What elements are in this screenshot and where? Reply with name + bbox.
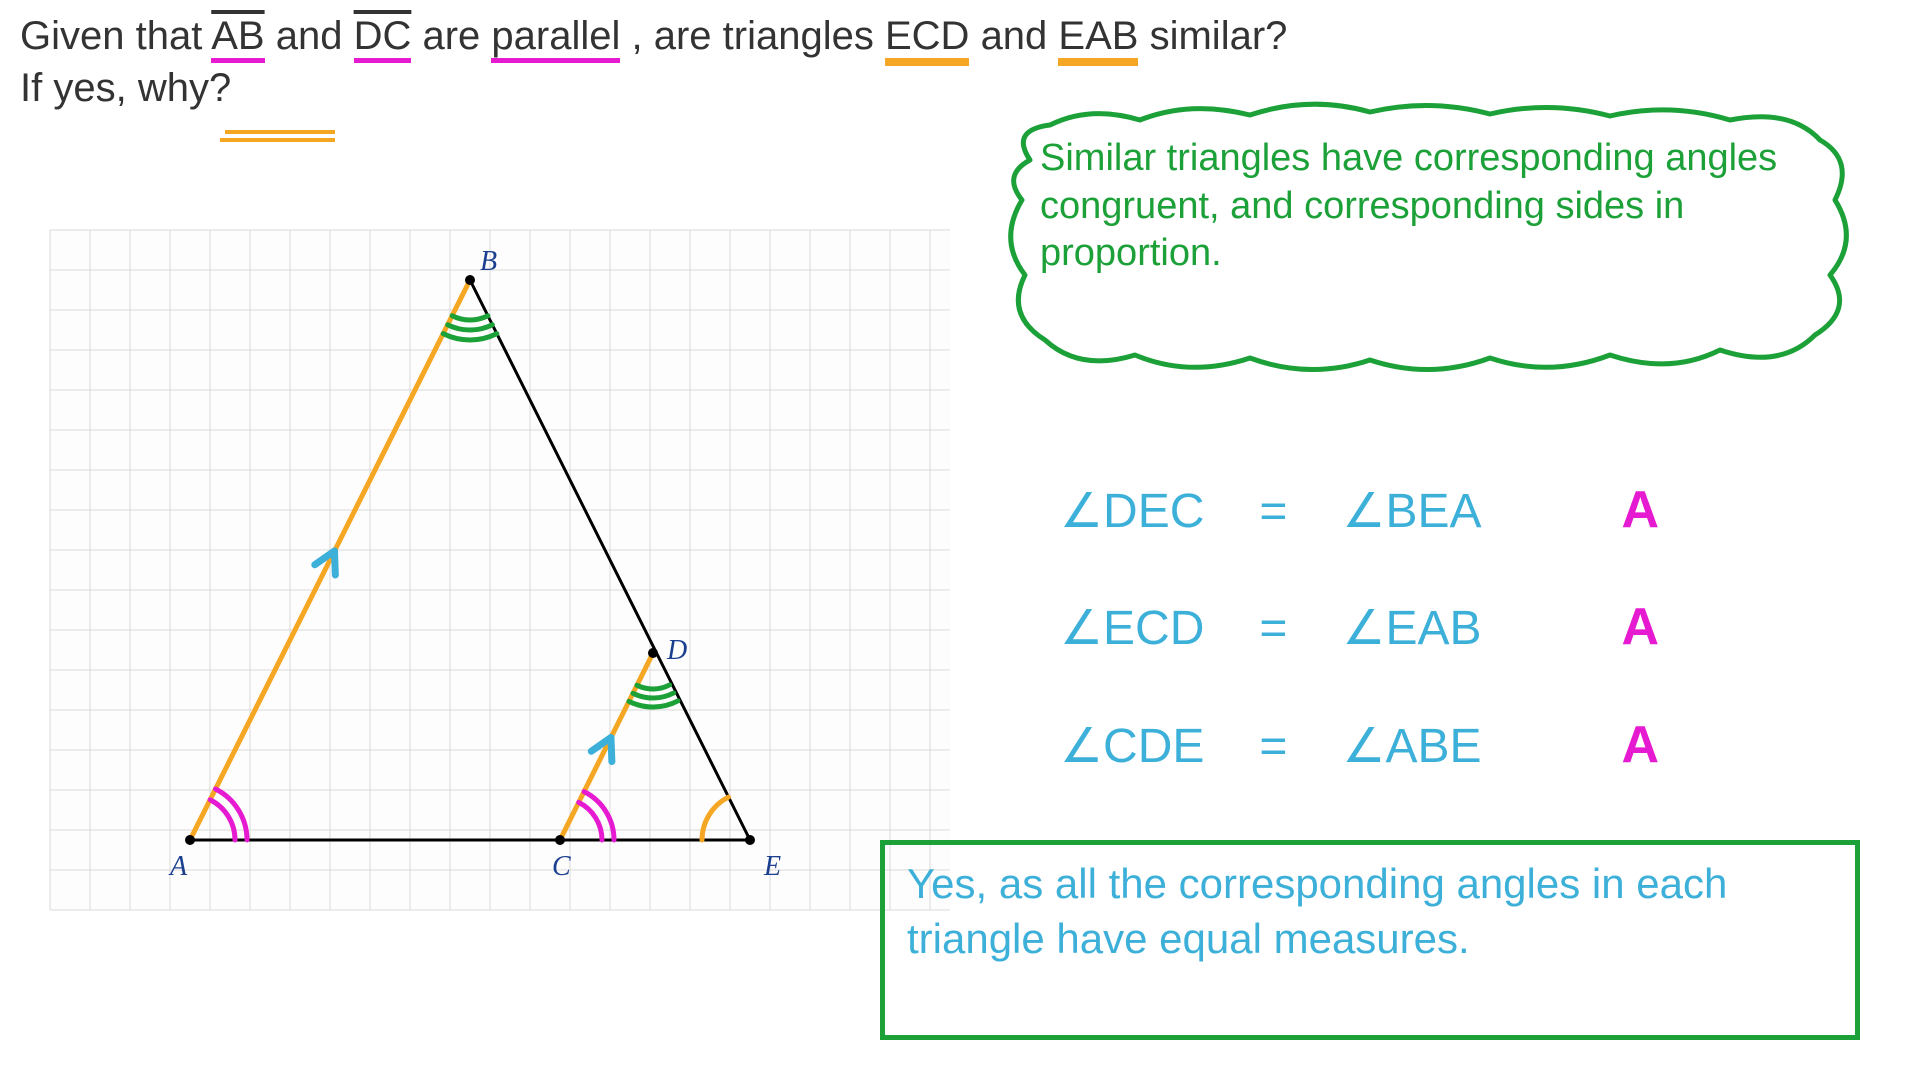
why-underline-2 (220, 128, 335, 142)
q-pre: Given that (20, 14, 211, 58)
definition-bubble: Similar triangles have corresponding ang… (970, 100, 1860, 380)
equation-row-3: ∠CDE = ∠ABE A (1060, 695, 1659, 796)
eq3-eq: = (1259, 700, 1287, 794)
svg-text:D: D (666, 635, 687, 666)
segment-AB: AB (211, 14, 264, 63)
triangle-EAB: EAB (1058, 14, 1138, 62)
eq3-tag: A (1621, 695, 1659, 796)
answer-text: Yes, as all the corresponding angles in … (907, 857, 1833, 966)
q-line2-pre: If yes, (20, 66, 138, 110)
eq3-left: ∠CDE (1060, 700, 1204, 794)
eq1-left: ∠DEC (1060, 465, 1204, 559)
eq1-right: ∠BEA (1342, 465, 1481, 559)
definition-text: Similar triangles have corresponding ang… (1040, 135, 1800, 278)
segment-DC: DC (354, 14, 412, 63)
equation-row-2: ∠ECD = ∠EAB A (1060, 577, 1659, 678)
eq2-eq: = (1259, 582, 1287, 676)
eq1-eq: = (1259, 465, 1287, 559)
word-parallel: parallel (491, 14, 620, 63)
eq2-tag: A (1621, 577, 1659, 678)
diagram-svg: A B C D E (30, 220, 950, 920)
svg-text:B: B (480, 246, 497, 277)
q-why: why? (138, 66, 231, 110)
q-mid: are (422, 14, 491, 58)
q-and1: and (276, 14, 354, 58)
q-end: similar? (1150, 14, 1288, 58)
question-text: Given that AB and DC are parallel , are … (20, 10, 1287, 114)
triangle-ECD: ECD (885, 14, 969, 62)
eq1-tag: A (1621, 460, 1659, 561)
q-and2: and (981, 14, 1059, 58)
svg-text:E: E (763, 851, 781, 882)
eq2-left: ∠ECD (1060, 582, 1204, 676)
svg-text:C: C (552, 851, 571, 882)
answer-box: Yes, as all the corresponding angles in … (880, 840, 1860, 1040)
geometry-diagram: A B C D E (30, 220, 950, 920)
eq3-right: ∠ABE (1342, 700, 1481, 794)
eq2-right: ∠EAB (1342, 582, 1481, 676)
svg-text:A: A (168, 851, 188, 882)
equation-row-1: ∠DEC = ∠BEA A (1060, 460, 1659, 561)
angle-equations: ∠DEC = ∠BEA A ∠ECD = ∠EAB A ∠CDE = ∠ABE … (1060, 460, 1659, 812)
q-mid2: , are triangles (632, 14, 885, 58)
